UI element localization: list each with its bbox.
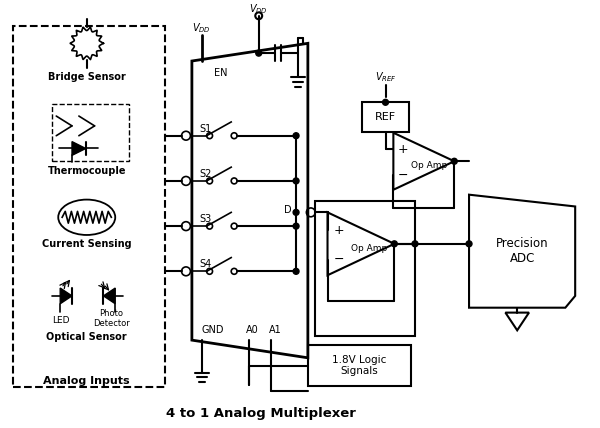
Circle shape [256, 50, 262, 56]
Circle shape [293, 268, 299, 274]
Text: S2: S2 [200, 169, 212, 179]
Text: $V_{REF}$: $V_{REF}$ [374, 70, 397, 83]
Polygon shape [60, 288, 72, 304]
Text: Bridge Sensor: Bridge Sensor [48, 72, 125, 82]
Text: Thermocouple: Thermocouple [47, 166, 126, 176]
FancyBboxPatch shape [13, 26, 166, 387]
Text: −: − [334, 253, 344, 266]
FancyBboxPatch shape [362, 102, 409, 132]
Text: +: + [334, 223, 344, 237]
Text: Precision
ADC: Precision ADC [496, 237, 548, 265]
Polygon shape [72, 142, 86, 155]
Text: Optical Sensor: Optical Sensor [46, 332, 127, 342]
Text: $V_{DD}$: $V_{DD}$ [193, 21, 211, 35]
Text: −: − [398, 169, 409, 181]
Text: REF: REF [375, 112, 396, 122]
Text: D: D [284, 205, 292, 215]
Circle shape [293, 178, 299, 184]
Text: S4: S4 [200, 259, 212, 270]
FancyBboxPatch shape [308, 345, 411, 386]
Text: S3: S3 [200, 214, 212, 224]
Text: A0: A0 [246, 325, 259, 335]
Text: A1: A1 [269, 325, 281, 335]
Text: 4 to 1 Analog Multiplexer: 4 to 1 Analog Multiplexer [166, 407, 356, 420]
Circle shape [293, 223, 299, 229]
Text: +: + [398, 143, 409, 156]
Text: S1: S1 [200, 124, 212, 134]
Text: Op Amp: Op Amp [351, 244, 388, 253]
Polygon shape [328, 212, 394, 275]
Text: EN: EN [214, 68, 227, 78]
Polygon shape [394, 133, 454, 190]
Circle shape [293, 133, 299, 139]
Polygon shape [103, 288, 115, 304]
Text: $V_{DD}$: $V_{DD}$ [250, 2, 268, 16]
Circle shape [412, 241, 418, 247]
Text: Analog Inputs: Analog Inputs [43, 376, 130, 386]
Text: Current Sensing: Current Sensing [42, 239, 131, 249]
Text: GND: GND [202, 325, 224, 335]
Circle shape [391, 241, 397, 247]
FancyBboxPatch shape [52, 104, 129, 161]
Text: 1.8V Logic
Signals: 1.8V Logic Signals [332, 355, 386, 377]
Polygon shape [469, 195, 575, 308]
Circle shape [383, 99, 388, 105]
FancyBboxPatch shape [315, 201, 415, 336]
Circle shape [466, 241, 472, 247]
Text: Op Amp: Op Amp [411, 160, 448, 169]
Circle shape [451, 158, 457, 164]
Circle shape [293, 209, 299, 215]
Text: LED: LED [52, 316, 70, 325]
Text: Photo
Detector: Photo Detector [93, 309, 130, 328]
